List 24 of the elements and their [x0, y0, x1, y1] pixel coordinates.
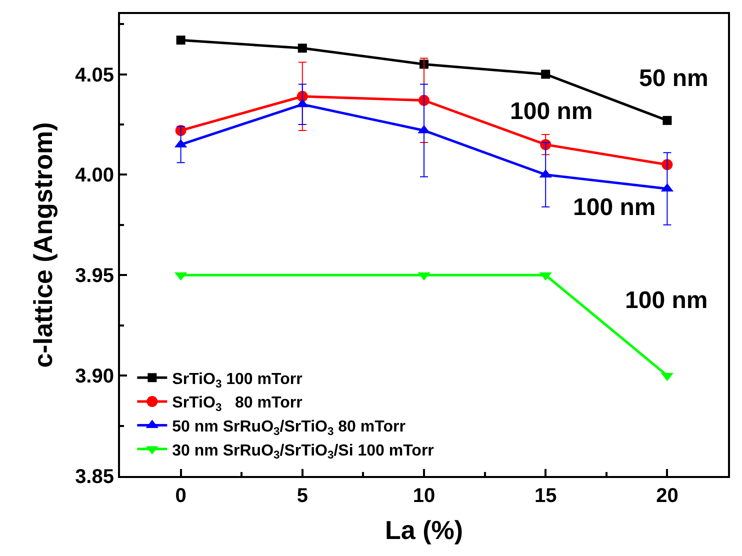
legend-label: SrTiO$_{3}$ 100 mTorr — [172, 370, 302, 390]
y-tick-label: 4.00 — [75, 164, 114, 187]
annotation: 100 nm — [510, 98, 593, 125]
y-tick-label: 3.90 — [75, 366, 114, 388]
point — [662, 116, 672, 125]
annotation: 50 nm — [639, 65, 708, 92]
point — [541, 70, 550, 79]
x-tick-label: 0 — [175, 485, 186, 507]
x-tick-label: 10 — [412, 485, 436, 507]
point — [176, 36, 186, 45]
annotation: 100 nm — [625, 287, 708, 314]
legend-label: SrTiO$_{3}$ 80 mTorr — [172, 394, 302, 414]
y-tick-label: 3.95 — [75, 265, 114, 288]
y-axis-title: c-lattice (Angstrom) — [28, 122, 58, 368]
annotation: 100 nm — [573, 194, 656, 221]
y-tick-label: 3.85 — [75, 466, 114, 488]
legend-label: 30 nm SrRuO$_{3}$/SrTiO$_{3}$/Si 100 mTorr — [172, 442, 434, 462]
x-tick-label: 15 — [534, 485, 557, 507]
legend-label: 50 nm SrRuO$_{3}$/SrTiO$_{3}$ 80 mTorr — [172, 418, 406, 438]
x-axis-title: La (%) — [385, 515, 463, 546]
y-tick-label: 4.05 — [75, 64, 114, 86]
x-tick-label: 5 — [296, 485, 308, 507]
point — [298, 44, 307, 53]
x-tick-label: 20 — [656, 485, 678, 507]
